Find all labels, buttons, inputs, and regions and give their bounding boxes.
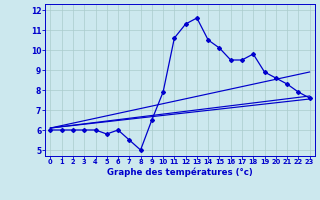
X-axis label: Graphe des températures (°c): Graphe des températures (°c) [107,168,253,177]
